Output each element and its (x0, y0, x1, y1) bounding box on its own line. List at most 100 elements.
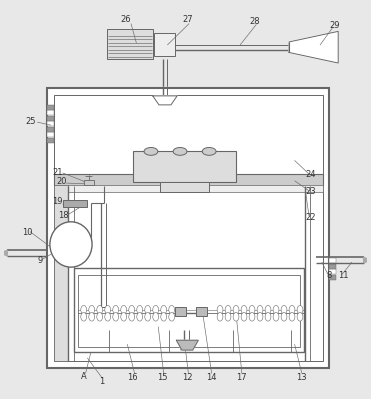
Bar (160, 182, 209, 192)
Text: 25: 25 (26, 117, 36, 126)
Polygon shape (289, 32, 338, 63)
Bar (78, 275, 300, 347)
Bar (196, 307, 207, 316)
Ellipse shape (145, 312, 151, 321)
Text: 17: 17 (237, 373, 247, 382)
Text: 16: 16 (128, 373, 138, 382)
Ellipse shape (241, 306, 247, 314)
Text: 27: 27 (182, 15, 193, 24)
Bar (175, 307, 186, 316)
Ellipse shape (153, 312, 158, 321)
Text: 19: 19 (52, 197, 63, 206)
Ellipse shape (217, 312, 223, 321)
Bar (47, 111, 54, 115)
Bar (107, 30, 153, 59)
Ellipse shape (273, 312, 279, 321)
Circle shape (50, 222, 92, 267)
Ellipse shape (105, 306, 111, 314)
Polygon shape (364, 257, 371, 263)
Ellipse shape (217, 306, 223, 314)
Text: 24: 24 (306, 170, 316, 179)
Ellipse shape (121, 312, 127, 321)
Text: 15: 15 (157, 373, 167, 382)
Bar (47, 88, 329, 367)
Bar (329, 275, 336, 280)
Ellipse shape (161, 312, 167, 321)
Bar (47, 105, 54, 110)
Text: 21: 21 (52, 168, 63, 177)
Text: 18: 18 (58, 211, 69, 219)
Ellipse shape (241, 312, 247, 321)
Bar (329, 269, 336, 274)
Text: 8: 8 (326, 271, 332, 280)
Text: 23: 23 (306, 187, 316, 196)
Ellipse shape (97, 312, 103, 321)
Text: 20: 20 (56, 178, 66, 186)
Text: 13: 13 (296, 373, 307, 382)
Bar (329, 264, 336, 269)
Text: 12: 12 (182, 373, 193, 382)
Ellipse shape (161, 306, 167, 314)
Bar (54, 95, 323, 361)
Ellipse shape (297, 312, 303, 321)
Bar (63, 200, 87, 207)
Text: 9: 9 (37, 256, 43, 265)
Ellipse shape (121, 306, 127, 314)
Ellipse shape (297, 306, 303, 314)
Bar (54, 174, 323, 186)
Ellipse shape (113, 312, 119, 321)
Bar (47, 132, 54, 137)
Ellipse shape (257, 312, 263, 321)
Text: 29: 29 (329, 21, 340, 30)
Ellipse shape (89, 312, 95, 321)
Polygon shape (0, 250, 7, 256)
Ellipse shape (233, 306, 239, 314)
Text: 26: 26 (120, 15, 131, 24)
Bar (47, 121, 54, 126)
Ellipse shape (202, 148, 216, 155)
Ellipse shape (113, 306, 119, 314)
Bar (73, 268, 304, 352)
Text: 28: 28 (249, 17, 260, 26)
Ellipse shape (169, 312, 175, 321)
Text: 1: 1 (99, 377, 105, 386)
Bar (329, 258, 336, 263)
Bar (47, 116, 54, 121)
Ellipse shape (265, 306, 271, 314)
Bar (47, 127, 54, 132)
Text: 10: 10 (22, 228, 33, 237)
Ellipse shape (89, 306, 95, 314)
Bar (54, 186, 323, 192)
Ellipse shape (173, 148, 187, 155)
Ellipse shape (233, 312, 239, 321)
Ellipse shape (105, 312, 111, 321)
Ellipse shape (249, 312, 255, 321)
Text: 11: 11 (338, 271, 349, 280)
Ellipse shape (273, 306, 279, 314)
Bar (47, 138, 54, 143)
Ellipse shape (129, 306, 135, 314)
Ellipse shape (169, 306, 175, 314)
Text: 14: 14 (206, 373, 216, 382)
Ellipse shape (289, 312, 295, 321)
Ellipse shape (225, 312, 231, 321)
Ellipse shape (289, 306, 295, 314)
Ellipse shape (225, 306, 231, 314)
Ellipse shape (137, 306, 142, 314)
Text: A: A (81, 372, 86, 381)
Bar (154, 33, 175, 55)
Ellipse shape (265, 312, 271, 321)
Bar (133, 151, 236, 182)
Ellipse shape (81, 306, 86, 314)
Ellipse shape (145, 306, 151, 314)
Ellipse shape (137, 312, 142, 321)
Ellipse shape (281, 306, 287, 314)
Polygon shape (177, 340, 198, 350)
Ellipse shape (144, 148, 158, 155)
Bar (85, 180, 93, 186)
Ellipse shape (281, 312, 287, 321)
Ellipse shape (129, 312, 135, 321)
Bar (54, 185, 68, 361)
Ellipse shape (249, 306, 255, 314)
Ellipse shape (153, 306, 158, 314)
